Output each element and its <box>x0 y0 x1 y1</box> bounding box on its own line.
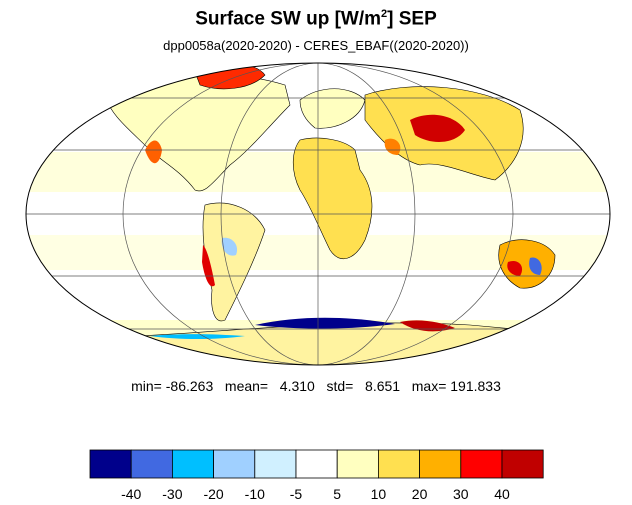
colorbar-label: 10 <box>370 486 387 502</box>
colorbar-swatch <box>254 449 297 479</box>
map-title: Surface SW up [W/m2] SEP <box>195 8 437 30</box>
colorbar-swatch <box>213 449 256 479</box>
world-map <box>25 62 611 366</box>
colorbar-label: 40 <box>494 486 510 502</box>
colorbar-swatch <box>336 449 379 479</box>
colorbar-label: -10 <box>244 486 265 502</box>
colorbar-swatch <box>419 449 462 479</box>
colorbar-label: 20 <box>411 486 428 502</box>
colorbar-swatch <box>130 449 173 479</box>
colorbar-label: -5 <box>289 486 303 502</box>
colorbar-label: 30 <box>453 486 469 502</box>
map-subtitle: dpp0058a(2020-2020) - CERES_EBAF((2020-2… <box>163 38 469 53</box>
colorbar-swatch <box>171 449 214 479</box>
colorbar-swatch <box>377 449 420 479</box>
colorbar-label: -20 <box>203 486 224 502</box>
colorbar-label: 5 <box>333 486 342 502</box>
colorbar-swatch <box>89 449 132 479</box>
colorbar-swatch <box>295 449 338 479</box>
colorbar-label: -40 <box>121 486 142 502</box>
colorbar-swatch <box>460 449 503 479</box>
statistics-line: min= -86.263 mean= 4.310 std= 8.651 max=… <box>131 378 501 394</box>
colorbar-swatch <box>501 449 544 479</box>
colorbar-label: -30 <box>162 486 183 502</box>
